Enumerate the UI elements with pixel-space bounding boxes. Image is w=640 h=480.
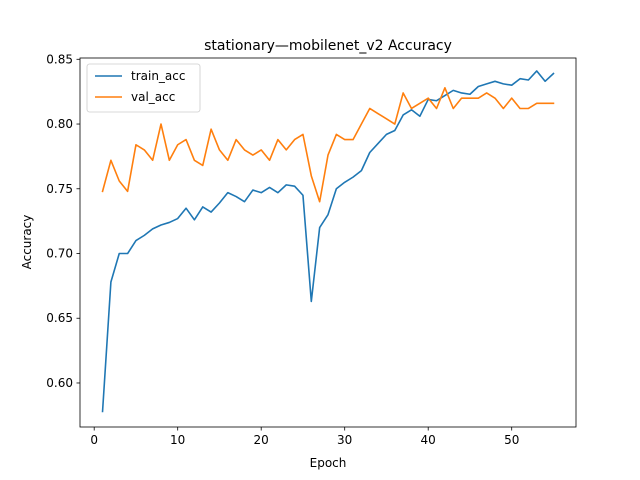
y-tick-label: 0.70 [46, 247, 73, 261]
plot-frame [79, 57, 577, 428]
axis-ticks: 0 10 20 30 40 50 0.60 0.65 0.70 0.75 0.80 0.85 [46, 52, 519, 447]
x-tick-label: 10 [170, 433, 185, 447]
y-tick-label: 0.85 [46, 52, 73, 66]
series-line-train-acc [101, 70, 555, 413]
y-axis-label: Accuracy [20, 215, 34, 270]
series-lines [101, 70, 555, 413]
legend: train_acc val_acc [86, 63, 201, 113]
x-tick-label: 50 [504, 433, 519, 447]
x-tick-label: 20 [254, 433, 269, 447]
x-tick-label: 40 [421, 433, 436, 447]
x-axis-label: Epoch [310, 456, 347, 470]
y-tick-label: 0.80 [46, 117, 73, 131]
y-tick-label: 0.60 [46, 376, 73, 390]
series-line-val-acc [101, 86, 555, 203]
chart-title: stationary—mobilenet_v2 Accuracy [204, 38, 452, 54]
y-tick-label: 0.65 [46, 311, 73, 325]
legend-label: val_acc [131, 90, 175, 104]
x-tick-label: 0 [90, 433, 98, 447]
legend-label: train_acc [131, 69, 185, 83]
y-tick-label: 0.75 [46, 182, 73, 196]
x-tick-label: 30 [337, 433, 352, 447]
